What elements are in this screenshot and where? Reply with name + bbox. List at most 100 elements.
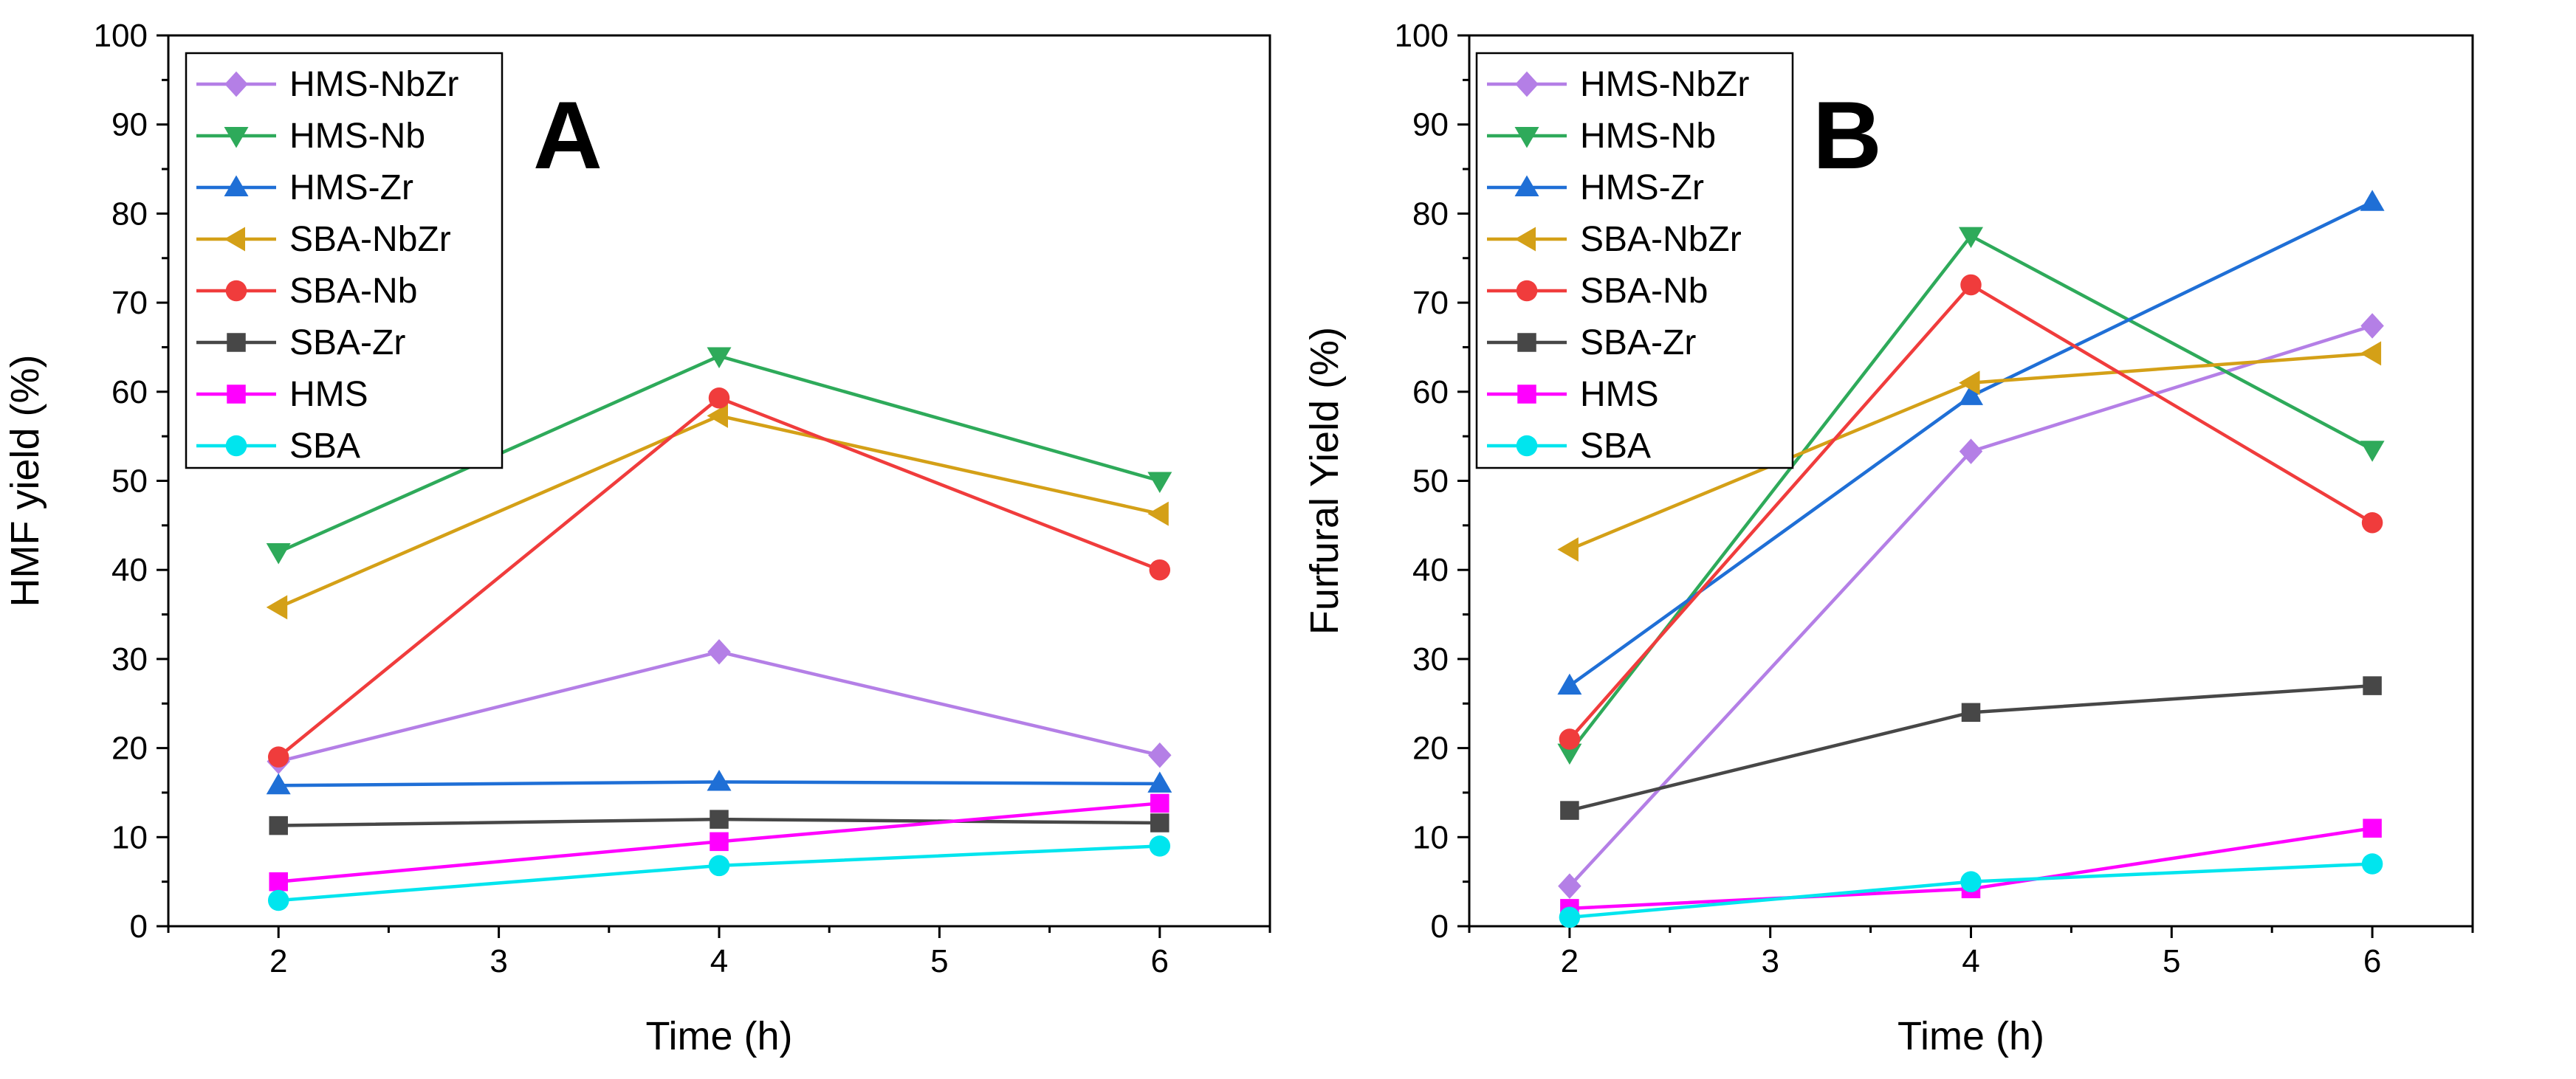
chart-a-legend-marker-hms-nb: [224, 127, 249, 148]
chart-a-point-hms-zr: [266, 773, 291, 795]
chart-b-legend-marker-sba-zr: [1517, 333, 1536, 352]
chart-b-series-sba: [1559, 853, 2383, 928]
chart-a-y-tick-label: 70: [111, 285, 148, 321]
chart-a-y-tick-label: 60: [111, 374, 148, 410]
chart-b-y-tick-label: 70: [1412, 285, 1449, 321]
chart-a-point-sba-zr: [710, 810, 729, 829]
chart-b-x-tick-label: 2: [1561, 943, 1579, 979]
chart-a-series-hms-nb: [266, 347, 1172, 565]
chart-b-x-tick-label: 6: [2363, 943, 2381, 979]
chart-a-y-axis-label: HMF yield (%): [3, 354, 47, 607]
chart-b-series-hms-nbzr: [1558, 313, 2384, 899]
chart-b-point-hms-nbzr: [1959, 438, 1983, 464]
chart-a-y-tick-label: 40: [111, 552, 148, 588]
chart-a-point-sba: [708, 855, 730, 877]
chart-a-series-line-hms-nbzr: [278, 649, 1161, 763]
chart-a-point-sba-nb: [708, 387, 730, 409]
chart-a-point-hms-zr: [707, 769, 732, 791]
chart-a-legend-label-sba: SBA: [289, 427, 360, 466]
chart-b-y-tick-label: 0: [1431, 909, 1449, 945]
chart-a-point-sba: [1149, 835, 1171, 857]
chart-a-x-axis-label: Time (h): [646, 1014, 793, 1058]
chart-b-y-tick-label: 10: [1412, 819, 1449, 855]
chart-b-point-hms-nbzr: [1558, 873, 1581, 899]
chart-b-point-hms-nb: [2360, 441, 2385, 462]
chart-b-legend: HMS-NbZr HMS-Nb HMS-Zr SBA-NbZr SBA-Nb SBA-Zr…: [1475, 52, 1794, 469]
chart-a-point-sba-zr: [269, 816, 288, 835]
chart-b-legend-label-hms-zr: HMS-Zr: [1580, 168, 1704, 207]
chart-a-series-sba-zr: [269, 810, 1169, 835]
chart-b-legend-label-hms-nbzr: HMS-NbZr: [1580, 65, 1749, 104]
chart-b-legend-marker-hms: [1517, 385, 1536, 404]
chart-a-legend-label-sba-nb: SBA-Nb: [289, 272, 417, 311]
chart-a-point-hms-zr: [1147, 771, 1172, 793]
chart-b-legend-label-sba-nbzr: SBA-NbZr: [1580, 220, 1742, 259]
chart-b-legend-marker-sba-nbzr: [1514, 227, 1536, 252]
chart-b-legend-marker-sba: [1516, 435, 1538, 457]
chart-a-legend-label-sba-nbzr: SBA-NbZr: [289, 220, 451, 259]
chart-a-legend-marker-sba-nbzr: [224, 227, 245, 252]
chart-a-legend-marker-hms: [227, 385, 246, 404]
chart-a-legend-marker-sba-nb: [225, 280, 247, 302]
chart-b-point-hms-nb: [1557, 743, 1582, 765]
chart-b-point-sba: [2361, 853, 2383, 875]
chart-b-legend-marker-hms-nbzr: [1515, 71, 1539, 97]
chart-a-point-hms-nbzr: [707, 638, 731, 665]
chart-b-legend-label-sba-zr: SBA-Zr: [1580, 323, 1696, 362]
chart-a-point-sba-nb: [1149, 559, 1171, 581]
chart-b-legend-marker-sba-nb: [1516, 280, 1538, 302]
chart-a-series-sba: [267, 835, 1171, 911]
chart-a-series-hms-nbzr: [267, 638, 1172, 774]
chart-b-series-hms-nb: [1557, 227, 2385, 765]
chart-a-legend-marker-hms-nbzr: [224, 71, 248, 97]
chart-a-x-tick-label: 2: [269, 943, 287, 979]
chart-b-point-sba-nbzr: [1959, 370, 1980, 396]
chart-a-point-hms: [1150, 793, 1169, 813]
chart-b-point-hms-nbzr: [2360, 313, 2384, 339]
chart-a-point-sba-nbzr: [707, 403, 728, 428]
chart-b-legend-label-hms: HMS: [1580, 375, 1659, 414]
chart-b-y-tick-label: 30: [1412, 641, 1449, 678]
chart-b-point-hms-nb: [1959, 227, 1983, 249]
chart-a-x-tick-label: 4: [710, 943, 728, 979]
chart-b-point-sba-zr: [1961, 703, 1981, 723]
chart-a-point-hms: [710, 832, 729, 852]
chart-a-y-tick-label: 0: [130, 909, 148, 945]
chart-b-y-tick-label: 40: [1412, 552, 1449, 588]
chart-b-point-sba-nb: [2361, 511, 2383, 534]
chart-a-y-tick-label: 10: [111, 819, 148, 855]
chart-b-x-tick-label: 4: [1962, 943, 1979, 979]
chart-a-point-hms-nb: [1147, 472, 1172, 493]
chart-a-point-hms-nb: [707, 347, 732, 369]
chart-b-y-tick-label: 80: [1412, 196, 1449, 232]
chart-a-legend-label-hms-nbzr: HMS-NbZr: [289, 65, 458, 104]
chart-b-point-sba: [1559, 906, 1581, 928]
chart-b-point-hms-zr: [1959, 384, 1983, 405]
chart-a-y-tick-label: 100: [94, 18, 148, 54]
chart-a-legend-marker-hms-zr: [224, 175, 249, 196]
chart-b-series-sba-zr: [1560, 676, 2382, 820]
chart-a-legend-label-hms-zr: HMS-Zr: [289, 168, 413, 207]
chart-a-point-sba-zr: [1150, 813, 1169, 832]
chart-a-legend-label-hms-nb: HMS-Nb: [289, 117, 425, 156]
chart-b-y-axis-label: Furfural Yield (%): [1302, 327, 1347, 635]
chart-a-legend-marker-sba: [225, 435, 247, 457]
chart-b-point-sba-nbzr: [1557, 537, 1579, 562]
chart-a-y-tick-label: 30: [111, 641, 148, 678]
chart-b-x-tick-label: 5: [2163, 943, 2180, 979]
chart-a-point-hms: [269, 872, 288, 892]
chart-a-series-sba-nb: [267, 387, 1171, 768]
chart-b-point-sba-zr: [2363, 676, 2382, 695]
chart-a-legend-label-sba-zr: SBA-Zr: [289, 323, 405, 362]
chart-a-point-sba-nb: [267, 746, 289, 768]
chart-b-point-sba-zr: [1560, 801, 1579, 820]
chart-a-legend-label-hms: HMS: [289, 375, 368, 414]
chart-a-point-hms-nbzr: [1148, 742, 1172, 768]
chart-a-x-tick-label: 3: [490, 943, 507, 979]
chart-a-y-tick-label: 20: [111, 731, 148, 767]
chart-a-panel-letter: A: [533, 81, 602, 189]
chart-b-x-axis-label: Time (h): [1897, 1014, 2044, 1058]
chart-b-y-tick-label: 50: [1412, 463, 1449, 500]
